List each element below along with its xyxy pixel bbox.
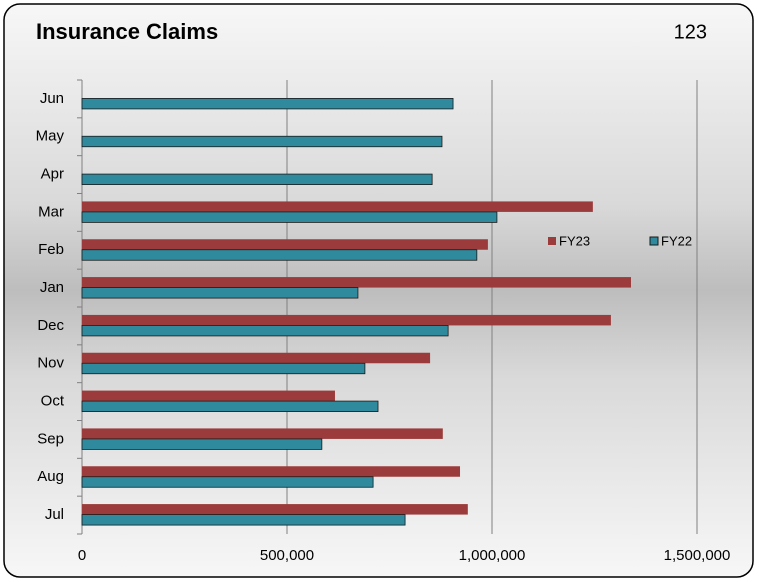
bar <box>81 362 366 375</box>
y-tick-label: Aug <box>37 468 64 485</box>
bar <box>81 98 454 110</box>
y-tick-label: Feb <box>38 241 64 258</box>
bar <box>81 211 498 223</box>
bar <box>81 135 443 148</box>
x-tick-label: 1,500,000 <box>664 547 731 564</box>
y-tick-label: May <box>36 128 65 145</box>
bar <box>81 325 449 337</box>
bar <box>81 438 323 450</box>
bar <box>82 466 461 477</box>
y-tick-label: Jun <box>40 90 64 107</box>
y-tick-label: Sep <box>37 430 64 447</box>
legend-label: FY23 <box>559 233 590 248</box>
y-tick-label: Jul <box>45 506 64 523</box>
bar <box>82 277 631 288</box>
bar <box>81 476 374 488</box>
legend-label: FY22 <box>661 233 692 248</box>
bar <box>81 287 359 299</box>
bar <box>82 314 611 326</box>
bar <box>82 201 593 212</box>
bar <box>82 239 488 250</box>
bar <box>82 428 443 439</box>
bar <box>82 390 335 402</box>
y-tick-label: Oct <box>41 393 65 410</box>
bar <box>81 400 379 412</box>
bar <box>81 514 406 526</box>
bar <box>82 352 431 364</box>
bar <box>82 504 468 515</box>
x-tick-label: 0 <box>78 547 86 564</box>
bar <box>81 173 433 185</box>
chart-title: Insurance Claims <box>36 19 218 44</box>
y-tick-label: Jan <box>40 279 64 296</box>
y-tick-label: Nov <box>37 355 64 372</box>
legend-swatch <box>548 237 556 245</box>
y-tick-label: Dec <box>37 317 64 334</box>
annotation: 123 <box>674 21 707 43</box>
y-tick-label: Apr <box>41 166 64 183</box>
x-tick-label: 1,000,000 <box>459 547 526 564</box>
y-tick-label: Mar <box>38 203 64 220</box>
bar <box>81 249 478 261</box>
legend-swatch <box>649 236 659 246</box>
x-tick-label: 500,000 <box>260 547 314 564</box>
